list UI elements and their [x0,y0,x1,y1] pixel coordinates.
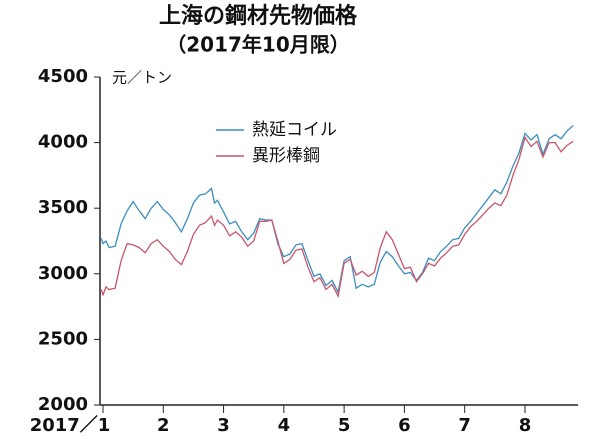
y-tick-label: 3500 [38,197,88,218]
legend-label: 異形棒鋼 [252,146,320,166]
x-tick-label: 8 [519,415,532,436]
y-tick-label: 3000 [38,263,88,284]
chart-title: 上海の鋼材先物価格 [159,3,358,29]
x-tick-label: 3 [217,415,230,436]
x-tick-label: 2 [157,415,170,436]
y-tick-label: 2500 [38,328,88,349]
y-tick-label: 2000 [38,394,88,415]
series-line [100,125,574,295]
x-tick-label: 4 [278,415,291,436]
chart-subtitle: （2017年10月限） [166,33,350,57]
y-tick-label: 4000 [38,132,88,153]
y-axis-label: 元／トン [112,69,172,87]
x-tick-label: 5 [338,415,351,436]
legend-label: 熱延コイル [252,120,337,140]
x-tick-label: 2017／1 [30,415,111,436]
series-line [100,135,574,299]
x-tick-label: 7 [458,415,471,436]
x-tick-label: 6 [398,415,411,436]
y-tick-label: 4500 [38,66,88,87]
